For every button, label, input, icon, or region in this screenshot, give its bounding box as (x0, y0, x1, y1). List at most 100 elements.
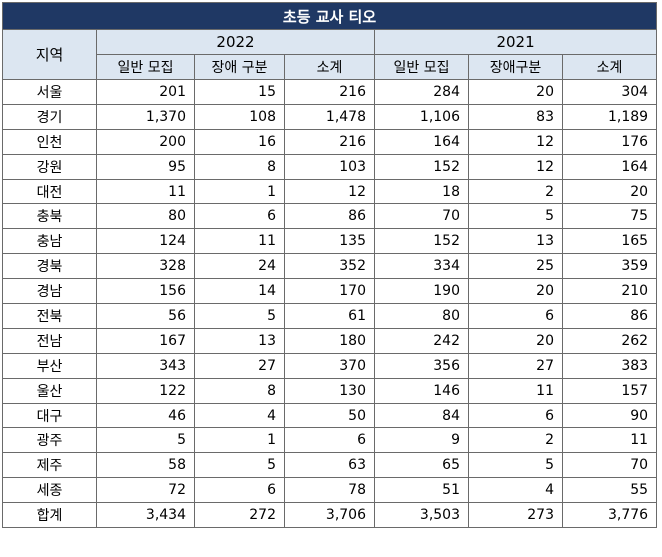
cell-2022-general[interactable]: 5 (96, 427, 195, 454)
subheader-2021-disability[interactable]: 장애구분 (468, 54, 563, 80)
cell-2021-disability[interactable]: 6 (468, 402, 563, 429)
cell-2021-general[interactable]: 152 (374, 153, 469, 180)
cell-2021-disability[interactable]: 2 (468, 178, 563, 205)
cell-2021-subtotal[interactable]: 1,189 (561, 103, 658, 130)
region-cell[interactable]: 경북 (2, 253, 97, 280)
cell-2022-disability[interactable]: 11 (194, 228, 285, 255)
region-cell[interactable]: 전남 (2, 327, 97, 354)
cell-2022-general[interactable]: 328 (96, 253, 195, 280)
cell-2021-general[interactable]: 9 (374, 427, 469, 454)
cell-2022-subtotal[interactable]: 86 (284, 203, 375, 230)
cell-2021-disability[interactable]: 12 (468, 128, 563, 155)
cell-2021-general[interactable]: 334 (374, 253, 469, 280)
cell-2022-general[interactable]: 122 (96, 377, 195, 404)
region-cell[interactable]: 제주 (2, 452, 97, 479)
region-header[interactable]: 지역 (2, 29, 97, 80)
cell-2022-general[interactable]: 156 (96, 278, 195, 305)
cell-2022-disability[interactable]: 14 (194, 278, 285, 305)
subheader-2022-disability[interactable]: 장애 구분 (194, 54, 285, 80)
cell-2022-subtotal[interactable]: 103 (284, 153, 375, 180)
year-header-2022[interactable]: 2022 (96, 29, 375, 55)
cell-2022-general[interactable]: 95 (96, 153, 195, 180)
cell-2022-subtotal[interactable]: 78 (284, 477, 375, 504)
cell-2022-disability[interactable]: 8 (194, 377, 285, 404)
year-header-2021[interactable]: 2021 (373, 29, 658, 55)
cell-2022-disability[interactable]: 5 (194, 303, 285, 329)
cell-2022-disability[interactable]: 4 (194, 402, 285, 429)
cell-2022-general[interactable]: 11 (96, 178, 195, 205)
cell-2022-subtotal[interactable]: 170 (284, 278, 375, 305)
cell-2021-disability[interactable]: 25 (468, 253, 563, 280)
cell-2021-general[interactable]: 190 (374, 278, 469, 305)
cell-2021-disability[interactable]: 83 (468, 103, 563, 130)
region-cell[interactable]: 충남 (2, 228, 97, 255)
region-cell[interactable]: 대전 (2, 178, 97, 205)
region-cell[interactable]: 인천 (2, 128, 97, 155)
table-title[interactable]: 초등 교사 티오 (1, 2, 658, 30)
cell-2021-subtotal[interactable]: 157 (561, 377, 658, 404)
cell-2021-general[interactable]: 1,106 (374, 103, 469, 130)
cell-2021-general[interactable]: 84 (374, 402, 469, 429)
cell-2021-disability[interactable]: 12 (468, 153, 563, 180)
region-cell[interactable]: 울산 (2, 377, 97, 404)
cell-2021-subtotal[interactable]: 70 (561, 452, 658, 479)
cell-2022-general[interactable]: 46 (96, 402, 195, 429)
subheader-2021-subtotal[interactable]: 소계 (561, 54, 658, 80)
cell-2021-disability[interactable]: 5 (468, 452, 563, 479)
cell-2022-disability[interactable]: 6 (194, 477, 285, 504)
cell-2021-disability[interactable]: 20 (468, 327, 563, 354)
cell-2022-general[interactable]: 167 (96, 327, 195, 354)
cell-2022-disability[interactable]: 15 (194, 79, 285, 105)
cell-2022-general[interactable]: 58 (96, 452, 195, 479)
cell-2022-subtotal[interactable]: 6 (284, 427, 375, 454)
cell-2022-subtotal[interactable]: 370 (284, 352, 375, 379)
cell-2021-general[interactable]: 152 (374, 228, 469, 255)
cell-2021-disability[interactable]: 273 (468, 502, 563, 529)
cell-2022-disability[interactable]: 27 (194, 352, 285, 379)
cell-2021-general[interactable]: 164 (374, 128, 469, 155)
cell-2021-subtotal[interactable]: 20 (561, 178, 658, 205)
region-cell[interactable]: 대구 (2, 402, 97, 429)
cell-2022-subtotal[interactable]: 216 (284, 79, 375, 105)
cell-2022-general[interactable]: 56 (96, 303, 195, 329)
cell-2022-general[interactable]: 72 (96, 477, 195, 504)
region-cell[interactable]: 경기 (2, 103, 97, 130)
region-cell[interactable]: 전북 (2, 303, 97, 329)
cell-2022-disability[interactable]: 272 (194, 502, 285, 529)
cell-2022-disability[interactable]: 16 (194, 128, 285, 155)
cell-2022-subtotal[interactable]: 130 (284, 377, 375, 404)
cell-2021-subtotal[interactable]: 176 (561, 128, 658, 155)
cell-2021-disability[interactable]: 27 (468, 352, 563, 379)
cell-2021-subtotal[interactable]: 304 (561, 79, 658, 105)
cell-2022-disability[interactable]: 108 (194, 103, 285, 130)
cell-2021-subtotal[interactable]: 359 (561, 253, 658, 280)
region-cell[interactable]: 부산 (2, 352, 97, 379)
cell-2021-subtotal[interactable]: 383 (561, 352, 658, 379)
cell-2022-general[interactable]: 80 (96, 203, 195, 230)
cell-2021-disability[interactable]: 5 (468, 203, 563, 230)
region-cell[interactable]: 충북 (2, 203, 97, 230)
cell-2022-general[interactable]: 124 (96, 228, 195, 255)
cell-2022-general[interactable]: 1,370 (96, 103, 195, 130)
cell-2021-subtotal[interactable]: 90 (561, 402, 658, 429)
cell-2022-subtotal[interactable]: 3,706 (284, 502, 375, 529)
cell-2022-disability[interactable]: 8 (194, 153, 285, 180)
cell-2022-disability[interactable]: 6 (194, 203, 285, 230)
cell-2022-general[interactable]: 3,434 (96, 502, 195, 529)
cell-2021-general[interactable]: 3,503 (374, 502, 469, 529)
cell-2021-disability[interactable]: 20 (468, 278, 563, 305)
cell-2022-disability[interactable]: 24 (194, 253, 285, 280)
cell-2022-disability[interactable]: 13 (194, 327, 285, 354)
subheader-2022-general[interactable]: 일반 모집 (96, 54, 195, 80)
region-cell[interactable]: 세종 (2, 477, 97, 504)
cell-2021-general[interactable]: 18 (374, 178, 469, 205)
cell-2022-subtotal[interactable]: 135 (284, 228, 375, 255)
cell-2022-subtotal[interactable]: 180 (284, 327, 375, 354)
cell-2021-subtotal[interactable]: 262 (561, 327, 658, 354)
cell-2022-general[interactable]: 201 (96, 79, 195, 105)
cell-2022-subtotal[interactable]: 352 (284, 253, 375, 280)
cell-2022-general[interactable]: 343 (96, 352, 195, 379)
cell-2021-general[interactable]: 284 (374, 79, 469, 105)
subheader-2022-subtotal[interactable]: 소계 (284, 54, 375, 80)
cell-2021-subtotal[interactable]: 3,776 (561, 502, 658, 529)
